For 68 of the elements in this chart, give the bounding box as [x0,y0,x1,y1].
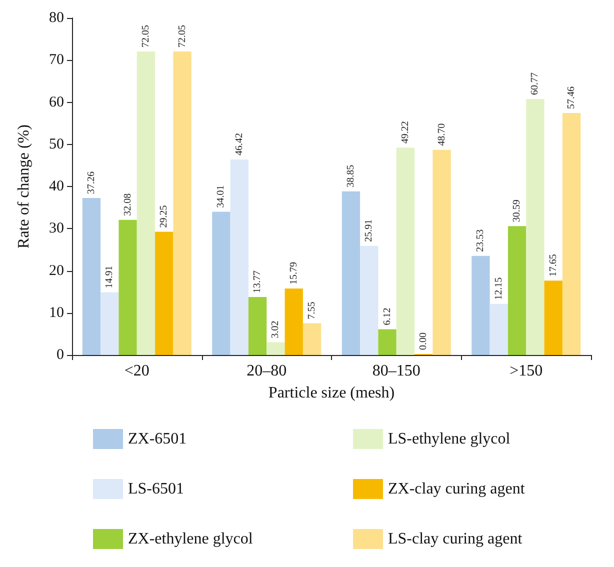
legend-label: ZX-6501 [128,430,187,448]
bar [248,296,267,355]
bar [100,292,119,355]
y-tick-label: 60 [49,94,64,110]
x-tick-label: 20–80 [246,362,287,380]
data-label: 29.25 [158,205,170,228]
data-label: 7.55 [306,302,318,320]
y-tick-label: 50 [49,136,64,152]
bar [155,232,174,355]
legend-label: ZX-ethylene glycol [128,530,254,548]
y-tick-label: 0 [56,347,64,363]
data-label: 12.15 [493,277,504,300]
data-label: 14.91 [104,266,116,288]
data-label: 72.05 [176,24,188,48]
data-label: 15.79 [288,262,300,284]
y-tick-label: 40 [49,178,64,194]
data-label: 30.59 [512,200,523,222]
bar [230,159,248,355]
bar [118,220,137,355]
data-label: 3.02 [270,320,282,338]
data-label: 34.01 [216,185,227,208]
data-label: 46.42 [234,132,245,156]
data-label: 32.08 [122,193,134,216]
bar [302,323,322,355]
data-label: 57.46 [566,86,578,109]
legend-label: LS-6501 [128,480,184,498]
data-label: 37.26 [86,172,97,194]
bar [472,256,490,355]
y-tick-label: 10 [49,304,64,321]
y-tick-label: 20 [49,262,64,279]
y-tick-label: 30 [49,220,64,237]
y-tick-label: 80 [49,10,64,26]
bar [82,198,101,355]
bar [266,342,285,355]
x-tick-label: 80–150 [372,362,420,380]
bar [526,99,544,355]
bar [562,112,581,355]
bar [432,150,451,355]
data-label: 49.22 [400,121,411,144]
data-label: 17.65 [548,254,559,277]
bar [396,148,415,355]
x-axis-title: Particle size (mesh) [268,384,395,402]
x-tick-label: >150 [510,362,543,380]
bar [284,288,303,355]
data-label: 13.77 [252,270,264,293]
bar [544,280,562,355]
bar [212,212,230,355]
bar [360,246,378,355]
bar [490,304,508,355]
data-label: 72.05 [140,24,152,48]
data-label: 6.12 [382,308,393,326]
legend-label: ZX-clay curing agent [388,480,526,498]
y-axis-title: Rate of change (%) [16,124,32,248]
data-label: 23.53 [475,229,486,252]
legend-label: LS-ethylene glycol [388,430,511,448]
bar [378,329,396,355]
bar [342,191,360,355]
y-tick-label: 70 [49,52,64,68]
data-label: 48.70 [436,123,448,146]
data-label: 60.77 [530,72,541,96]
legend-label: LS-clay curing agent [388,530,523,548]
bar [508,226,526,355]
bar [173,51,192,355]
data-label: 0.00 [418,332,430,350]
x-tick-label: <20 [124,362,150,380]
data-label: 38.85 [345,164,356,188]
data-label: 25.91 [364,219,375,242]
bar [136,51,156,355]
